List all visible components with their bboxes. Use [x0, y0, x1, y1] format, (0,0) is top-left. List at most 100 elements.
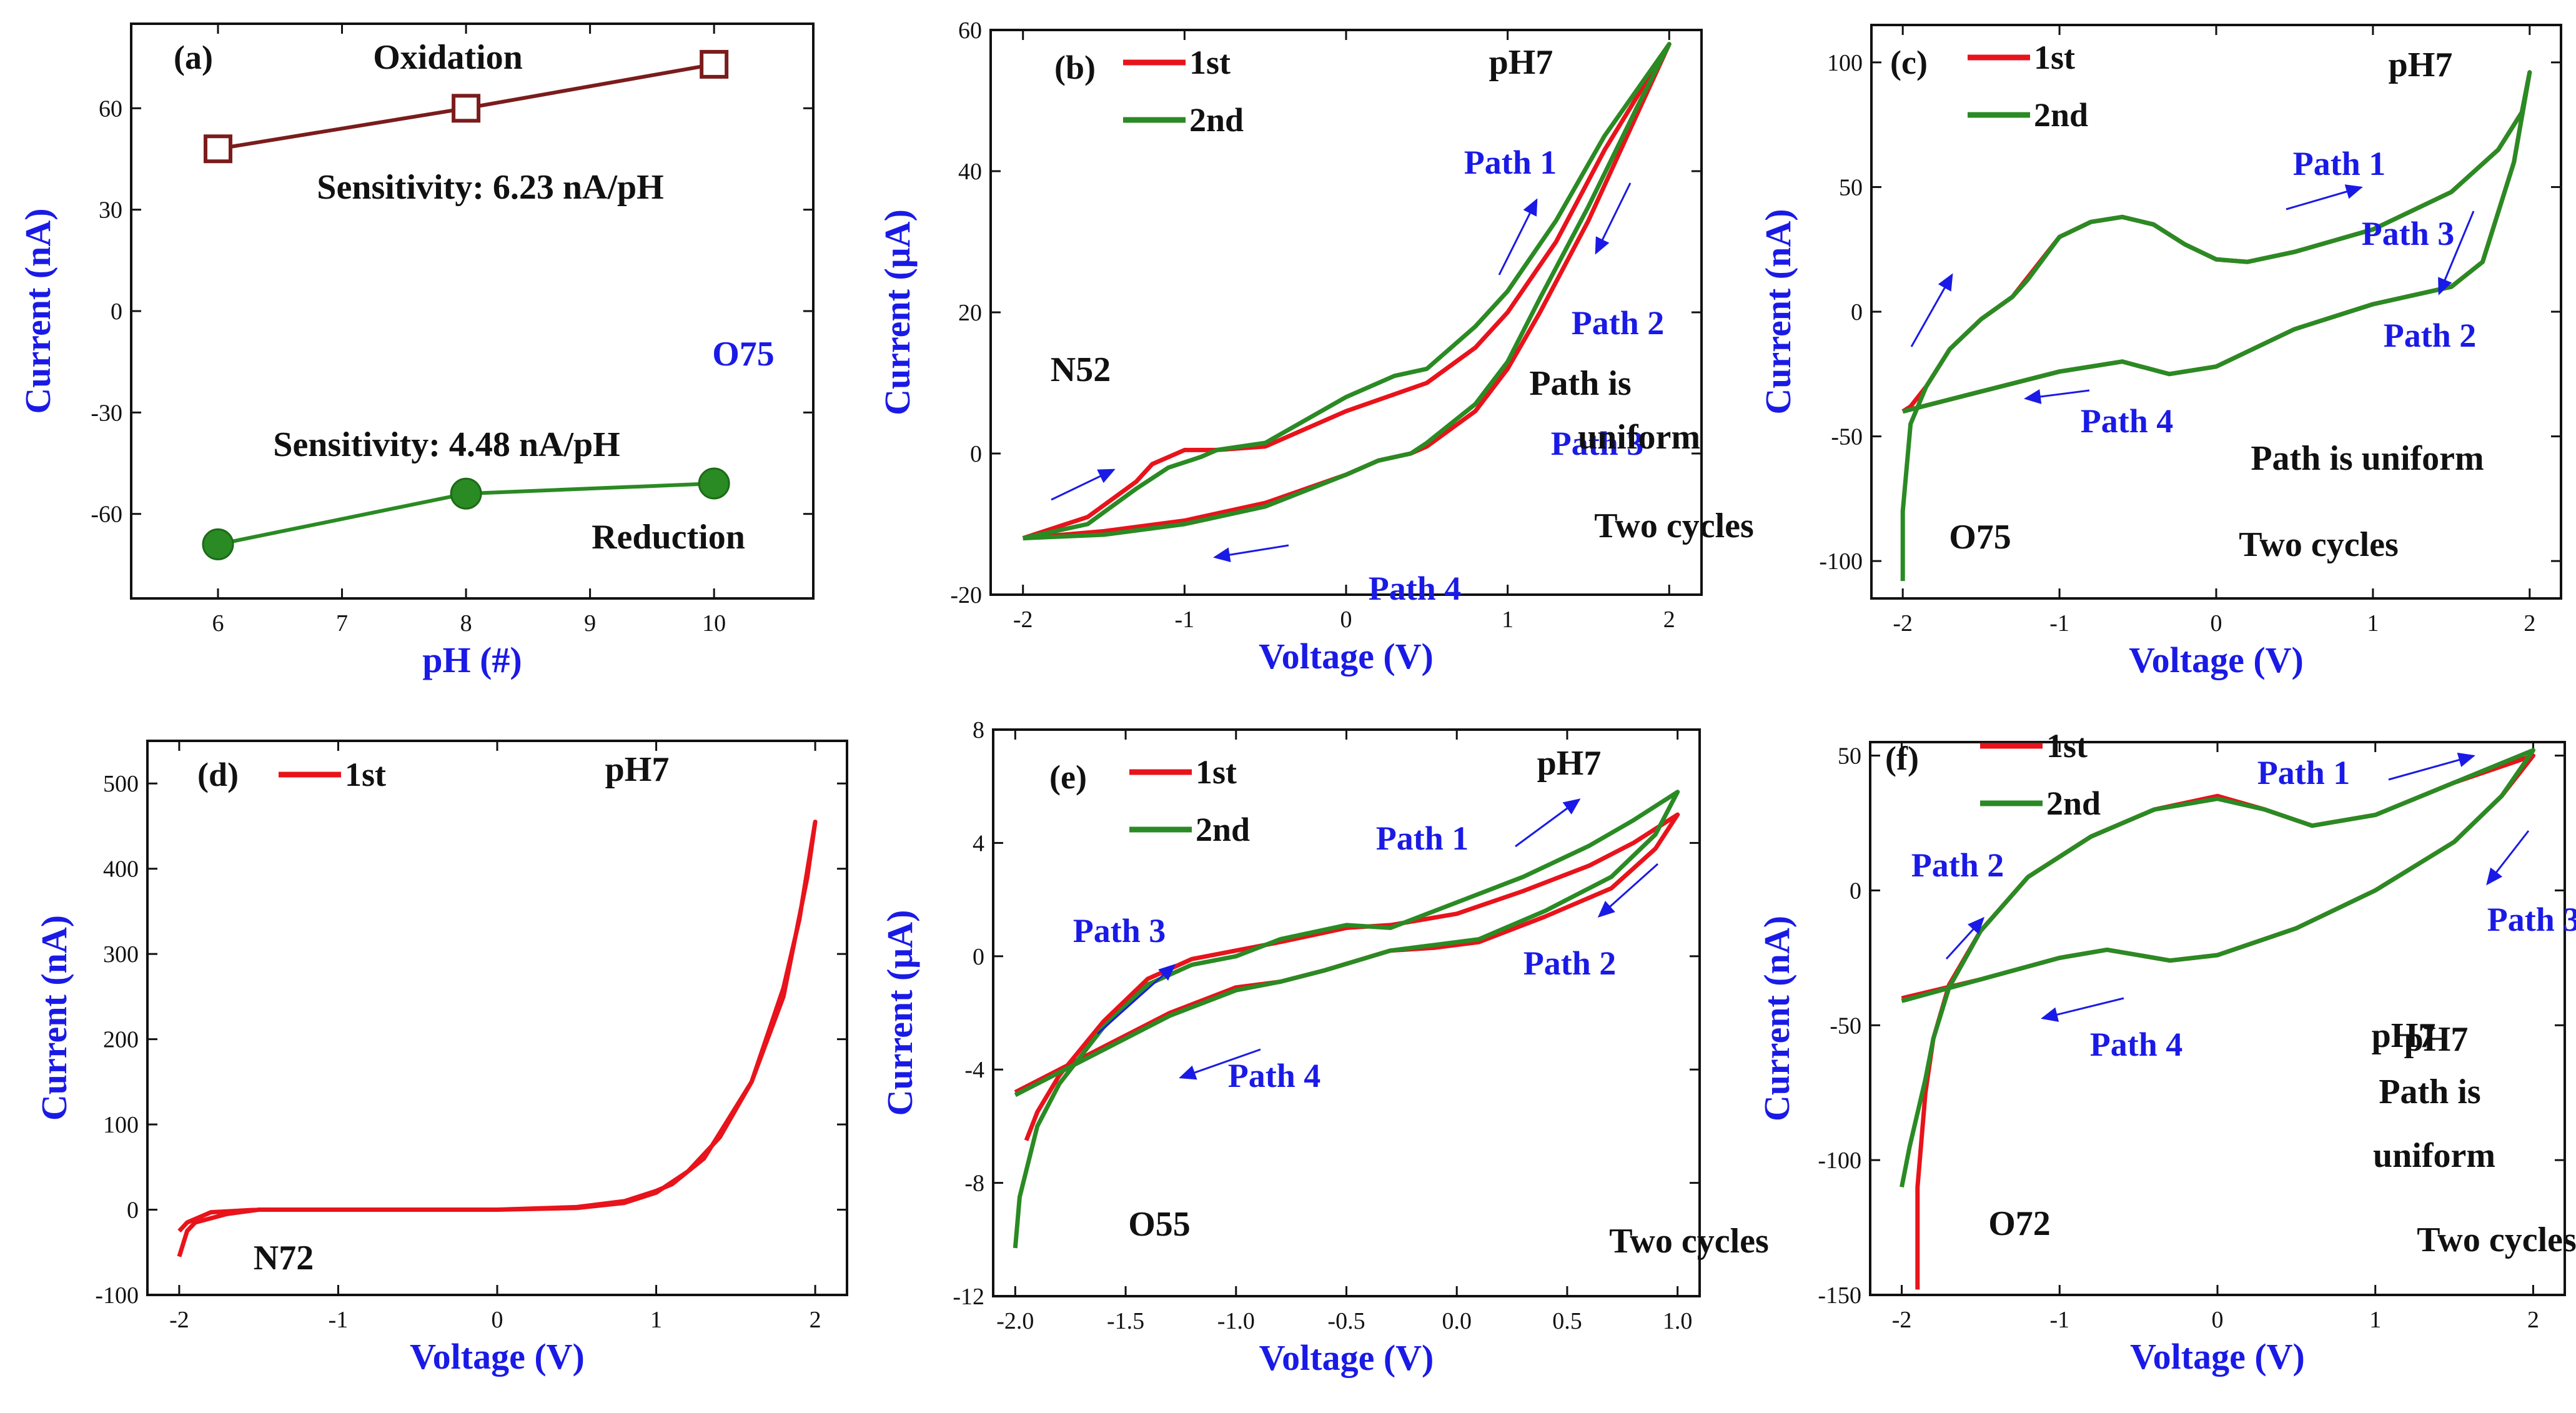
x-tick-label: 0.0: [1442, 1308, 1472, 1334]
annotation: Path 3: [1073, 912, 1166, 949]
y-tick-label: -8: [964, 1171, 984, 1197]
data-point-oxidation: [452, 94, 481, 123]
y-tick-label: 50: [1839, 174, 1863, 201]
x-tick-label: -1: [329, 1307, 349, 1333]
path-arrow: [2486, 830, 2530, 886]
panel-label: (d): [197, 756, 239, 793]
panel-f-frame: [1869, 741, 2566, 1296]
x-tick-label: -2: [1892, 1307, 1912, 1333]
x-tick-label: 2: [2527, 1307, 2539, 1333]
y-axis-label: Current (μA): [879, 910, 920, 1116]
annotation: Two cycles: [1609, 1222, 1769, 1261]
path-arrow: [1051, 469, 1116, 501]
path-arrow: [1595, 182, 1632, 255]
x-tick-label: 1: [2367, 610, 2379, 637]
x-tick-label: 0: [492, 1307, 503, 1333]
annotation: N52: [1051, 350, 1111, 389]
annotation: Sensitivity: 4.48 nA/pH: [273, 425, 620, 464]
annotation: Path is: [1529, 364, 1631, 403]
path-arrow: [1097, 964, 1176, 1035]
y-tick-label: 100: [103, 1112, 139, 1138]
y-tick-label: 100: [1827, 50, 1863, 76]
x-tick-label: -2: [1013, 607, 1033, 633]
annotation: Two cycles: [2417, 1221, 2576, 1259]
y-tick-label: -150: [1818, 1282, 1861, 1309]
path-arrow: [2024, 389, 2090, 404]
y-tick-label: 8: [973, 717, 984, 743]
path-arrow: [2438, 211, 2475, 295]
annotation: Path 3: [2362, 215, 2455, 252]
x-tick-label: 0: [2212, 1307, 2224, 1333]
path-arrow: [1213, 544, 1289, 563]
x-tick-label: 1: [1502, 607, 1513, 633]
panel-e: -2.0 -1.5 -1.0 -0.5 0.0 0.5 1.0 8 4 0 -4 -8 -12 Volta…: [879, 717, 1769, 1378]
annotation: uniform: [1578, 418, 1700, 457]
annotation: Path 4: [1369, 570, 1462, 607]
panel-e-frame: [992, 728, 1701, 1297]
legend-label: 2nd: [2046, 785, 2101, 822]
x-tick-label: -1.0: [1217, 1308, 1255, 1334]
x-axis-label: Voltage (V): [2129, 640, 2304, 680]
panel-label: (a): [174, 39, 213, 76]
x-tick-label: 1: [2369, 1307, 2381, 1333]
annotation: Path 1: [2293, 145, 2386, 182]
annotation: Path 4: [2090, 1026, 2183, 1063]
y-tick-label: 40: [958, 159, 982, 185]
legend-label: 1st: [1196, 753, 1237, 791]
x-tick-label: -2.0: [996, 1308, 1034, 1334]
path-arrow: [1515, 798, 1581, 848]
x-axis-label: Voltage (V): [1259, 1337, 1434, 1378]
y-tick-label: 4: [973, 830, 984, 856]
y-tick-label: 0: [127, 1197, 139, 1224]
data-point-oxidation: [700, 49, 729, 79]
y-tick-label: 0: [111, 299, 122, 325]
x-tick-label: -0.5: [1327, 1308, 1365, 1334]
annotation: Sensitivity: 6.23 nA/pH: [317, 168, 663, 207]
annotation: Path 4: [2081, 402, 2174, 440]
annotation: Path is: [2379, 1073, 2480, 1111]
path-arrow: [1179, 1048, 1261, 1080]
x-tick-label: -1.5: [1107, 1308, 1144, 1334]
x-tick-label: 2: [2524, 610, 2535, 637]
y-tick-label: 0: [1850, 878, 1861, 904]
series-line-1st: [1022, 42, 1672, 541]
y-tick-label: 200: [103, 1027, 139, 1053]
annotation: Oxidation: [373, 38, 523, 77]
series-line-1st: [177, 820, 818, 1257]
path-arrow: [1910, 273, 1953, 347]
path-arrow: [2388, 752, 2475, 781]
y-tick-label: 60: [958, 17, 982, 44]
y-tick-label: 20: [958, 300, 982, 326]
y-tick-label: 30: [99, 197, 122, 224]
x-tick-label: -1: [2049, 610, 2069, 637]
x-tick-label: 2: [1663, 607, 1675, 633]
x-tick-label: 10: [702, 610, 726, 637]
x-tick-label: 1: [650, 1307, 662, 1333]
legend-label: 2nd: [1189, 101, 1244, 139]
legend-label: 2nd: [2034, 96, 2088, 134]
x-tick-label: -2: [169, 1307, 189, 1333]
annotation: O55: [1128, 1205, 1191, 1244]
series-line-2nd: [1022, 42, 1672, 541]
series-line-2nd: [1900, 748, 2535, 1187]
panel-f: -2 -1 0 1 2 50 0 -50 -100 -150 Voltage (V) Current …: [1756, 727, 2576, 1377]
annotation: N72: [254, 1239, 314, 1277]
x-tick-label: 6: [212, 610, 224, 637]
y-tick-label: -12: [953, 1284, 984, 1310]
path-arrow: [1498, 198, 1538, 275]
panel-a: 6 7 8 9 10 60 30 0 -30 -60 pH (#) Current (nA) (a) Ox…: [17, 22, 815, 680]
panel-c: -2 -1 0 1 2 100 50 0 -50 -100 Voltage (V) Current (…: [1758, 24, 2562, 680]
y-tick-label: -60: [91, 502, 122, 528]
y-axis-label: Current (nA): [1758, 209, 1798, 414]
annotation: Two cycles: [2239, 525, 2399, 564]
path-arrow: [1597, 863, 1658, 918]
x-tick-label: -2: [1893, 610, 1913, 637]
y-tick-label: 60: [99, 96, 122, 122]
y-tick-label: -50: [1830, 1013, 1861, 1039]
annotation: O75: [712, 335, 775, 374]
y-axis-label: Current (nA): [34, 915, 74, 1121]
data-point-reduction: [698, 467, 730, 500]
y-tick-label: -50: [1831, 424, 1863, 450]
series-line-2nd: [1013, 790, 1680, 1249]
